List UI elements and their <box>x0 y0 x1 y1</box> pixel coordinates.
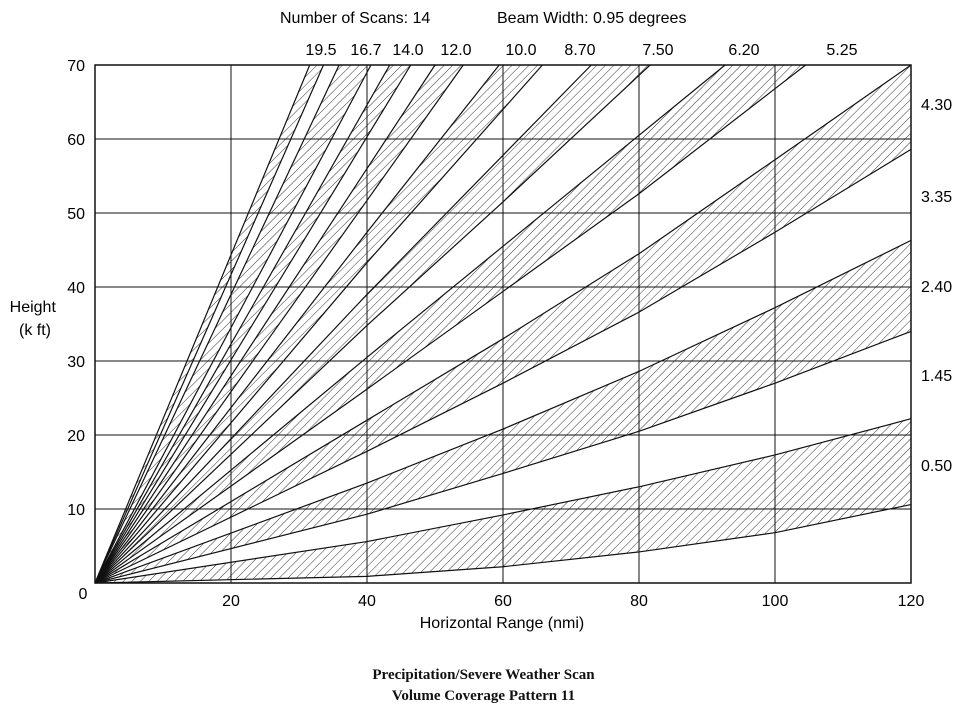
beam-line <box>94 64 391 584</box>
y-axis-label: Height (k ft) <box>10 299 61 339</box>
beam-lines <box>94 64 912 584</box>
top-angle-label: 8.70 <box>564 42 595 59</box>
beam-line <box>94 64 500 584</box>
scans-label: Number of Scans: 14 <box>280 10 430 27</box>
top-angle-label: 6.20 <box>728 42 759 59</box>
beam-line <box>94 64 464 584</box>
plot-frame <box>94 64 912 584</box>
top-angle-label: 10.0 <box>505 42 536 59</box>
top-angle-labels: 19.5 16.7 14.0 12.0 10.0 8.70 7.50 6.20 5.25 <box>305 42 857 59</box>
x-tick-label: 120 <box>898 593 925 610</box>
x-tick-label: 100 <box>762 593 789 610</box>
y-tick-label: 30 <box>67 354 85 371</box>
x-tick-label: 20 <box>222 593 240 610</box>
y-tick-label: 40 <box>67 280 85 297</box>
beam-line <box>94 64 372 584</box>
y-tick-label: 70 <box>67 58 85 75</box>
right-angle-label: 2.40 <box>921 279 952 296</box>
caption-line2: Volume Coverage Pattern 11 <box>391 688 576 704</box>
y-tick-labels: 10 20 30 40 50 60 70 <box>67 58 85 519</box>
y-tick-label: 10 <box>67 502 85 519</box>
top-angle-label: 19.5 <box>305 42 336 59</box>
caption-line1: Precipitation/Severe Weather Scan <box>372 667 595 683</box>
beam-line <box>94 64 592 584</box>
beam-line <box>94 64 436 584</box>
beam-line <box>94 239 912 584</box>
beam-line <box>94 148 912 584</box>
right-angle-label: 1.45 <box>921 368 952 385</box>
x-tick-label: 0 <box>79 586 88 603</box>
beam-line <box>94 64 340 584</box>
top-angle-label: 16.7 <box>350 42 381 59</box>
beam-line <box>94 64 726 584</box>
x-axis-label: Horizontal Range (nmi) <box>420 615 585 632</box>
beam-band <box>95 65 806 583</box>
right-angle-label: 3.35 <box>921 189 952 206</box>
beam-line <box>94 64 325 584</box>
beam-line <box>94 64 651 584</box>
x-tick-label: 40 <box>358 593 376 610</box>
y-axis-label-line2: (k ft) <box>19 322 51 339</box>
x-tick-label: 80 <box>630 593 648 610</box>
y-axis-label-line1: Height <box>10 299 57 316</box>
beam-line <box>94 418 912 584</box>
y-tick-label: 60 <box>67 132 85 149</box>
right-angle-label: 4.30 <box>921 97 952 114</box>
beam-line <box>94 64 543 584</box>
beam-line <box>94 503 912 584</box>
x-tick-label: 60 <box>494 593 512 610</box>
right-angle-labels: 4.30 3.35 2.40 1.45 0.50 <box>921 97 952 475</box>
x-tick-labels: 0 20 40 60 80 100 120 <box>79 586 925 610</box>
top-angle-label: 12.0 <box>440 42 471 59</box>
beam-line <box>94 64 807 584</box>
y-tick-label: 20 <box>67 428 85 445</box>
y-tick-label: 50 <box>67 206 85 223</box>
beam-line <box>94 64 912 584</box>
top-angle-label: 14.0 <box>392 42 423 59</box>
right-angle-label: 0.50 <box>921 458 952 475</box>
beam-line <box>94 330 912 584</box>
beam-line <box>94 64 412 584</box>
beam-line <box>94 64 311 584</box>
beam-width-label: Beam Width: 0.95 degrees <box>497 10 686 27</box>
top-angle-label: 7.50 <box>642 42 673 59</box>
top-angle-label: 5.25 <box>826 42 857 59</box>
